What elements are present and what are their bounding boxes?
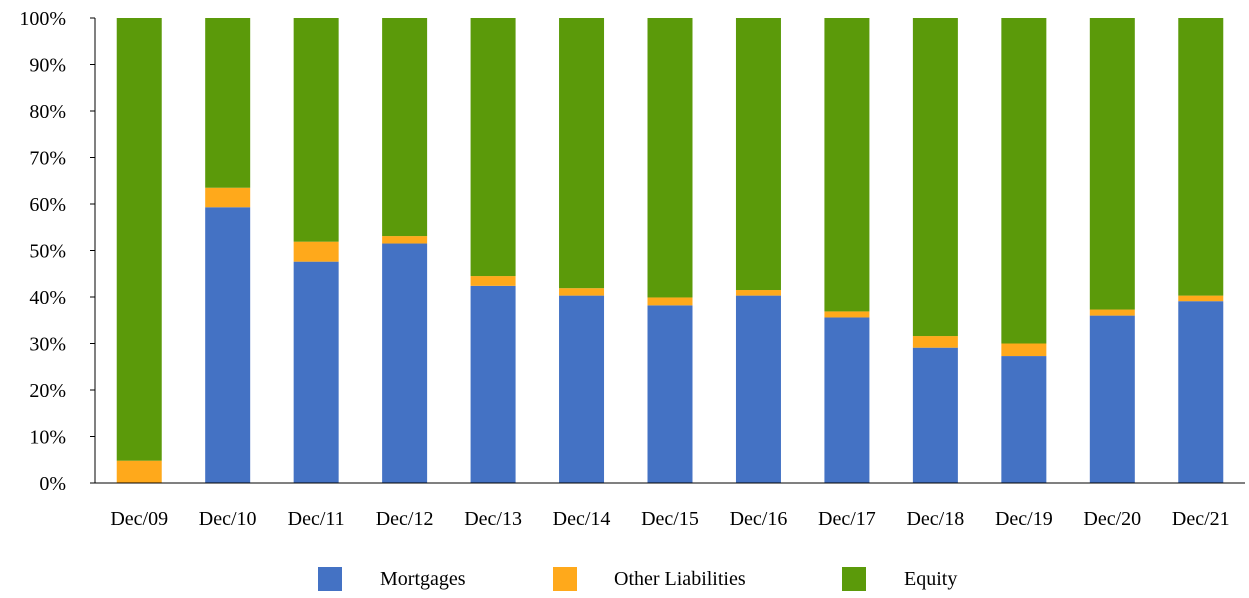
bar-equity-dec-14 bbox=[559, 18, 605, 289]
x-tick-label: Dec/12 bbox=[376, 508, 434, 530]
legend-swatch-other-liabilities bbox=[553, 567, 577, 591]
bar-mortgages-dec-21 bbox=[1178, 301, 1224, 483]
bar-other-liabilities-dec-12 bbox=[382, 236, 428, 244]
bar-equity-dec-15 bbox=[647, 18, 693, 298]
bar-other-liabilities-dec-15 bbox=[647, 297, 693, 306]
bar-equity-dec-19 bbox=[1001, 18, 1047, 344]
x-tick-label: Dec/20 bbox=[1083, 508, 1141, 530]
bar-other-liabilities-dec-21 bbox=[1178, 295, 1224, 302]
bar-equity-dec-09 bbox=[116, 18, 162, 461]
x-tick-label: Dec/14 bbox=[553, 508, 611, 530]
bar-other-liabilities-dec-19 bbox=[1001, 343, 1047, 357]
x-tick-label: Dec/17 bbox=[818, 508, 876, 530]
bar-equity-dec-11 bbox=[293, 18, 339, 242]
bar-equity-dec-20 bbox=[1089, 18, 1135, 310]
bar-equity-dec-10 bbox=[205, 18, 251, 188]
y-tick-label: 40% bbox=[29, 287, 66, 309]
bar-mortgages-dec-18 bbox=[912, 347, 958, 483]
y-tick-label: 20% bbox=[29, 380, 66, 402]
legend-label-equity: Equity bbox=[904, 568, 957, 590]
y-tick-label: 80% bbox=[29, 101, 66, 123]
x-tick-label: Dec/16 bbox=[730, 508, 788, 530]
bar-equity-dec-12 bbox=[382, 18, 428, 237]
bar-mortgages-dec-10 bbox=[205, 207, 251, 483]
legend-label-mortgages: Mortgages bbox=[380, 568, 466, 590]
legend-swatch-mortgages bbox=[318, 567, 342, 591]
bar-mortgages-dec-20 bbox=[1089, 315, 1135, 483]
bar-other-liabilities-dec-18 bbox=[912, 336, 958, 348]
y-tick-label: 90% bbox=[29, 55, 66, 77]
bar-equity-dec-17 bbox=[824, 18, 870, 312]
bar-equity-dec-13 bbox=[470, 18, 516, 277]
bar-other-liabilities-dec-10 bbox=[205, 187, 251, 208]
bar-other-liabilities-dec-11 bbox=[293, 241, 339, 262]
bar-other-liabilities-dec-16 bbox=[735, 290, 781, 296]
x-tick-label: Dec/18 bbox=[906, 508, 964, 530]
bar-other-liabilities-dec-20 bbox=[1089, 309, 1135, 316]
x-tick-label: Dec/13 bbox=[464, 508, 522, 530]
bar-mortgages-dec-15 bbox=[647, 305, 693, 483]
x-tick-label: Dec/21 bbox=[1172, 508, 1230, 530]
y-tick-label: 60% bbox=[29, 194, 66, 216]
axes-layer bbox=[90, 17, 1245, 484]
bar-other-liabilities-dec-14 bbox=[559, 288, 605, 296]
bar-equity-dec-18 bbox=[912, 18, 958, 337]
x-tick-label: Dec/15 bbox=[641, 508, 699, 530]
x-tick-label: Dec/19 bbox=[995, 508, 1053, 530]
bar-mortgages-dec-11 bbox=[293, 261, 339, 483]
x-tick-label: Dec/11 bbox=[288, 508, 345, 530]
bar-other-liabilities-dec-13 bbox=[470, 276, 516, 286]
bar-mortgages-dec-14 bbox=[559, 295, 605, 483]
x-axis-tick-labels: Dec/09 Dec/10 Dec/11 Dec/12 Dec/13 Dec/14 Dec/… bbox=[110, 508, 1229, 530]
y-tick-label: 50% bbox=[29, 241, 66, 263]
legend-swatch-equity bbox=[842, 567, 866, 591]
bars-layer bbox=[116, 18, 1224, 483]
bar-equity-dec-16 bbox=[735, 18, 781, 291]
bar-mortgages-dec-12 bbox=[382, 243, 428, 483]
y-tick-label: 0% bbox=[39, 473, 66, 495]
y-tick-label: 10% bbox=[29, 427, 66, 449]
bar-mortgages-dec-17 bbox=[824, 317, 870, 483]
x-tick-label: Dec/09 bbox=[110, 508, 168, 530]
bar-mortgages-dec-16 bbox=[735, 295, 781, 483]
bar-other-liabilities-dec-17 bbox=[824, 311, 870, 318]
bar-equity-dec-21 bbox=[1178, 18, 1224, 296]
y-tick-label: 100% bbox=[19, 8, 66, 30]
bar-other-liabilities-dec-09 bbox=[116, 460, 162, 483]
x-tick-label: Dec/10 bbox=[199, 508, 257, 530]
y-axis-tick-labels: 0% 10% 20% 30% 40% 50% 60% 70% 80% 90% 100% bbox=[19, 8, 66, 495]
bar-mortgages-dec-19 bbox=[1001, 356, 1047, 483]
bar-mortgages-dec-13 bbox=[470, 285, 516, 483]
y-tick-label: 70% bbox=[29, 148, 66, 170]
legend-label-other-liabilities: Other Liabilities bbox=[614, 568, 746, 590]
y-tick-label: 30% bbox=[29, 334, 66, 356]
legend: Mortgages Other Liabilities Equity bbox=[318, 567, 957, 591]
